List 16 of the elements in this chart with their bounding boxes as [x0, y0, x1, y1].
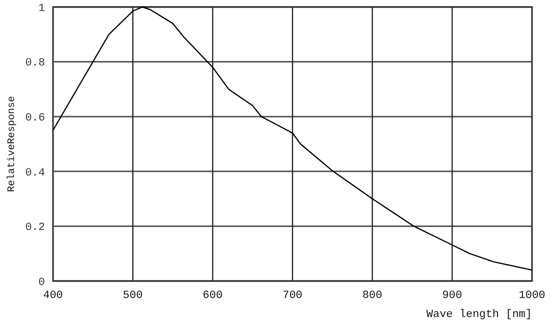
x-tick-label: 700 [282, 290, 302, 302]
y-tick-label: 0.6 [25, 112, 45, 124]
x-tick-label: 1000 [518, 290, 546, 302]
y-tick-label: 0.2 [25, 222, 45, 234]
y-tick-label: 0 [38, 276, 45, 289]
y-tick-label: 0.4 [25, 167, 46, 180]
x-axis-title: Wave length [nm] [426, 309, 532, 321]
x-tick-label: 800 [362, 290, 382, 302]
y-tick-label: 0.8 [25, 58, 45, 70]
y-axis-title: RelativeResponse [6, 96, 18, 192]
x-tick-label: 900 [442, 290, 462, 302]
y-tick-label: 1 [38, 2, 46, 15]
line-series [52, 6, 533, 271]
x-tick-label: 400 [43, 290, 63, 302]
x-tick-label: 500 [122, 290, 143, 302]
x-tick-label: 600 [202, 290, 223, 302]
